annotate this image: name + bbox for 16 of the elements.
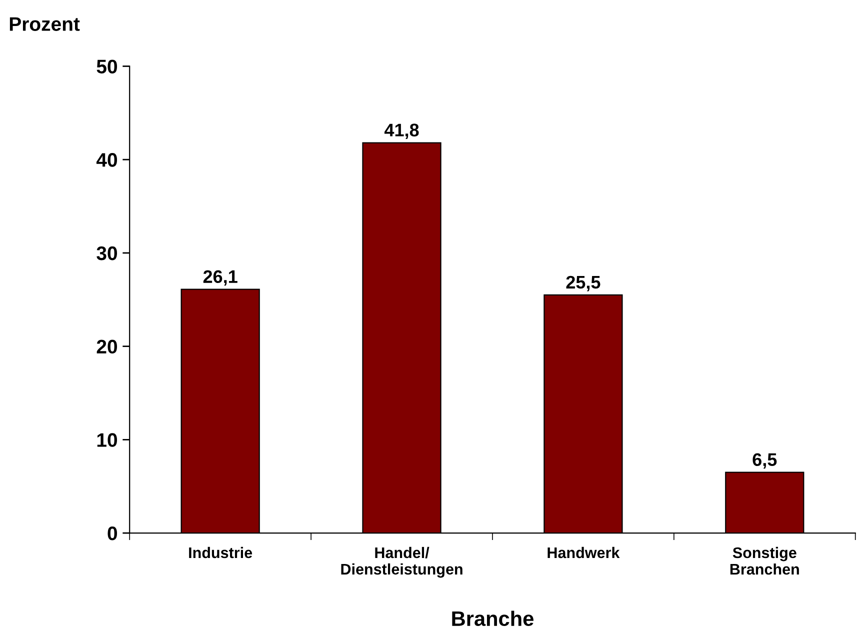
x-tick-label: Handwerk (548, 546, 620, 558)
x-axis-title: Branche (452, 610, 534, 626)
x-tick-label: Handel/ Dienstleistungen (341, 546, 462, 578)
y-tick-label: 10 (97, 433, 117, 447)
x-tick-label: Industrie (189, 546, 252, 558)
data-label: 25,5 (566, 276, 600, 292)
y-tick-label: 0 (108, 526, 117, 540)
data-label: 6,5 (752, 453, 777, 469)
x-tick-label: Sonstige Branchen (730, 546, 799, 575)
y-tick-label: 50 (96, 60, 117, 74)
y-tick-label: 30 (96, 246, 117, 260)
y-axis-title: Prozent (10, 17, 80, 31)
y-tick-label: 20 (96, 340, 117, 354)
data-label: 41,8 (384, 124, 419, 140)
y-tick-label: 40 (96, 153, 117, 167)
data-label: 26,1 (203, 270, 238, 286)
